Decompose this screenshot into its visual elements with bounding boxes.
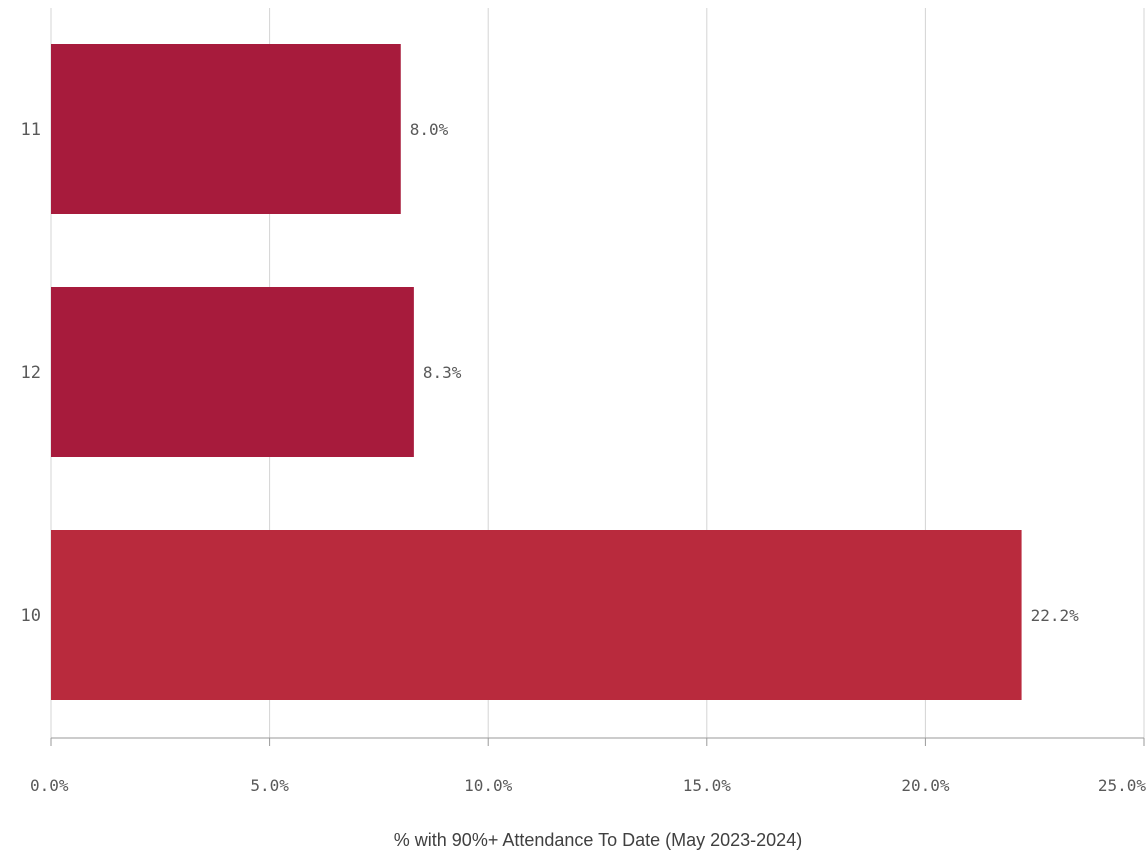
value-labels: 8.0% 8.3% 22.2% xyxy=(410,120,1079,625)
x-tick-label: 5.0% xyxy=(250,776,289,795)
bar xyxy=(51,530,1022,700)
data-label: 8.0% xyxy=(410,120,449,139)
category-labels: 11 12 10 xyxy=(21,120,41,626)
x-axis: 0.0% 5.0% 10.0% 15.0% 20.0% 25.0% xyxy=(30,737,1147,795)
x-tick-label: 20.0% xyxy=(901,776,950,795)
data-label: 8.3% xyxy=(423,363,462,382)
x-axis-title: % with 90%+ Attendance To Date (May 2023… xyxy=(394,830,802,850)
bar xyxy=(51,44,401,214)
category-label: 10 xyxy=(21,606,41,626)
category-label: 11 xyxy=(21,120,41,140)
x-tick-label: 25.0% xyxy=(1098,776,1147,795)
bar xyxy=(51,287,414,457)
data-label: 22.2% xyxy=(1031,606,1080,625)
category-label: 12 xyxy=(21,363,41,383)
x-tick-label: 15.0% xyxy=(683,776,732,795)
bars xyxy=(51,44,1022,700)
x-tick-label: 0.0% xyxy=(30,776,69,795)
x-tick-label: 10.0% xyxy=(464,776,513,795)
